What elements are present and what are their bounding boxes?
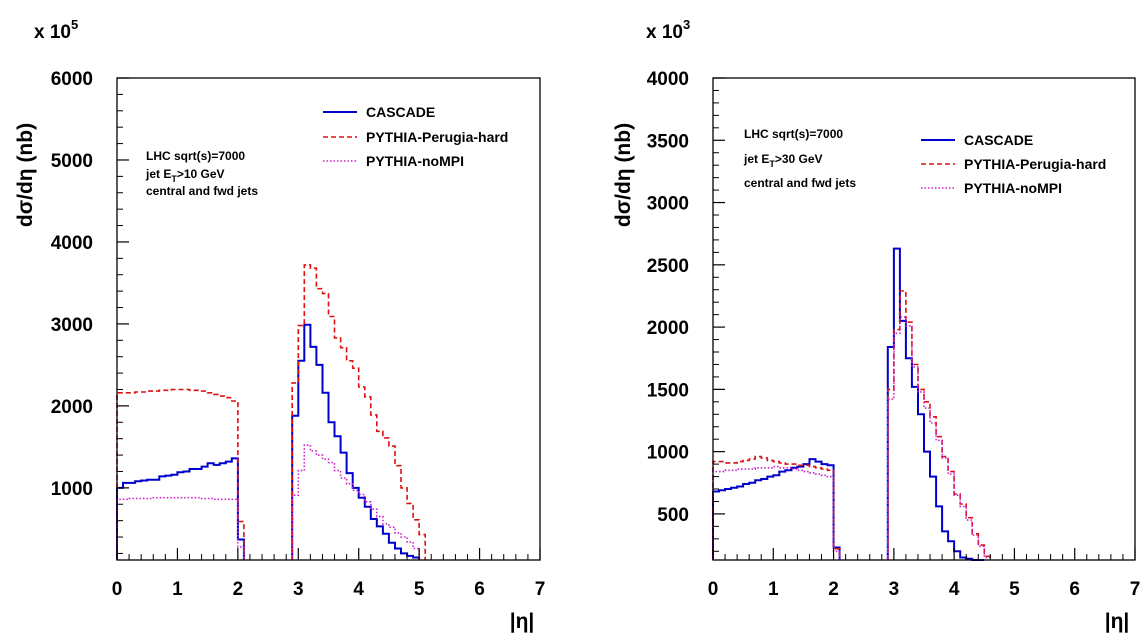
left-x-tick-label: 7 <box>535 579 546 600</box>
right-legend-nompi: PYTHIA-noMPI <box>964 180 1062 196</box>
left-annotation-line-3: central and fwd jets <box>146 184 258 198</box>
left-plot-frame <box>116 77 541 561</box>
right-series-pythia-perugia-hard-segment-1 <box>712 455 841 560</box>
left-y-tick-label: 1000 <box>51 479 93 500</box>
right-panel: x 103 dσ/dη (nb) 500 1000 1500 2000 2500 3000… <box>612 17 1140 633</box>
left-y-tick-labels: 1000 2000 3000 4000 5000 6000 <box>51 69 93 500</box>
left-series-pythia-nompi-segment-1 <box>116 496 245 560</box>
right-legend-cascade: CASCADE <box>964 132 1033 148</box>
left-plot-border <box>116 77 541 561</box>
left-x-tick-labels: 0 1 2 3 4 5 6 7 <box>112 579 546 600</box>
right-x-axis-title: |η| <box>1105 610 1130 633</box>
left-x-tick-label: 5 <box>414 579 425 600</box>
right-y-axis-title: dσ/dη (nb) <box>612 123 635 227</box>
left-annotation-line-1: LHC sqrt(s)=7000 <box>146 149 245 163</box>
left-y-axis-title: dσ/dη (nb) <box>14 123 37 227</box>
right-y-tick-label: 3000 <box>647 194 689 215</box>
right-series-cascade-segment-1 <box>712 458 841 560</box>
left-x-tick-label: 3 <box>293 579 304 600</box>
left-legend-cascade: CASCADE <box>366 104 435 120</box>
left-x-tick-label: 4 <box>353 579 364 600</box>
left-x-tick-label: 6 <box>474 579 485 600</box>
left-series <box>116 264 426 560</box>
right-x-tick-label: 3 <box>889 579 900 600</box>
right-annotation-line-2: jet ET>30 GeV <box>743 152 823 169</box>
right-y-tick-label: 2000 <box>647 318 689 339</box>
left-x-axis-title: |η| <box>510 610 535 633</box>
left-x-tick-label: 2 <box>233 579 244 600</box>
right-x-tick-labels: 0 1 2 3 4 5 6 7 <box>708 579 1141 600</box>
left-y-tick-label: 5000 <box>51 151 93 172</box>
left-series-pythia-perugia-hard-segment-1 <box>116 388 245 560</box>
right-y-tick-label: 3500 <box>647 131 689 152</box>
right-annotation-line-1: LHC sqrt(s)=7000 <box>744 127 843 141</box>
right-y-tick-label: 1500 <box>647 380 689 401</box>
right-y-tick-label: 500 <box>657 505 689 526</box>
left-annotation-line-2: jet ET>10 GeV <box>145 167 225 184</box>
left-legend-nompi: PYTHIA-noMPI <box>366 153 464 169</box>
left-y-exponent: x 105 <box>34 17 78 43</box>
left-x-tick-label: 1 <box>172 579 183 600</box>
left-y-tick-label: 6000 <box>51 69 93 90</box>
right-series-pythia-perugia-hard-segment-2 <box>887 290 992 560</box>
left-series-cascade-segment-1 <box>116 457 245 560</box>
right-series-pythia-nompi-segment-2 <box>887 316 992 560</box>
right-x-tick-label: 2 <box>828 579 839 600</box>
right-plot-border <box>712 77 1136 561</box>
right-y-tick-labels: 500 1000 1500 2000 2500 3000 3500 4000 <box>647 69 689 526</box>
left-legend-perugia: PYTHIA-Perugia-hard <box>366 129 508 145</box>
right-x-tick-label: 0 <box>708 579 719 600</box>
right-series-cascade-segment-2 <box>886 247 985 561</box>
left-legend: CASCADE PYTHIA-Perugia-hard PYTHIA-noMPI <box>323 104 508 169</box>
right-y-tick-label: 2500 <box>647 256 689 277</box>
left-y-tick-label: 4000 <box>51 233 93 254</box>
left-panel: x 105 dσ/dη (nb) 10002000300040005000600… <box>14 17 545 633</box>
right-x-tick-label: 6 <box>1069 579 1080 600</box>
right-legend: CASCADE PYTHIA-Perugia-hard PYTHIA-noMPI <box>921 132 1106 196</box>
left-series-cascade-segment-2 <box>291 323 421 560</box>
right-x-tick-label: 1 <box>768 579 779 600</box>
right-annotation-line-3: central and fwd jets <box>744 176 856 190</box>
right-series-pythia-nompi-segment-1 <box>712 465 841 560</box>
right-plot-frame <box>712 77 1136 561</box>
left-y-tick-label: 2000 <box>51 397 93 418</box>
left-series-pythia-perugia-hard-segment-2 <box>291 264 426 560</box>
right-x-tick-label: 5 <box>1009 579 1020 600</box>
right-y-exponent: x 103 <box>646 17 690 43</box>
left-y-tick-label: 3000 <box>51 315 93 336</box>
right-legend-perugia: PYTHIA-Perugia-hard <box>964 156 1106 172</box>
right-y-tick-label: 1000 <box>647 443 689 464</box>
right-x-tick-label: 7 <box>1130 579 1141 600</box>
right-y-tick-label: 4000 <box>647 69 689 90</box>
right-x-tick-label: 4 <box>949 579 960 600</box>
left-x-tick-label: 0 <box>112 579 123 600</box>
right-series <box>712 247 992 561</box>
left-series-pythia-nompi-segment-2 <box>291 444 420 560</box>
